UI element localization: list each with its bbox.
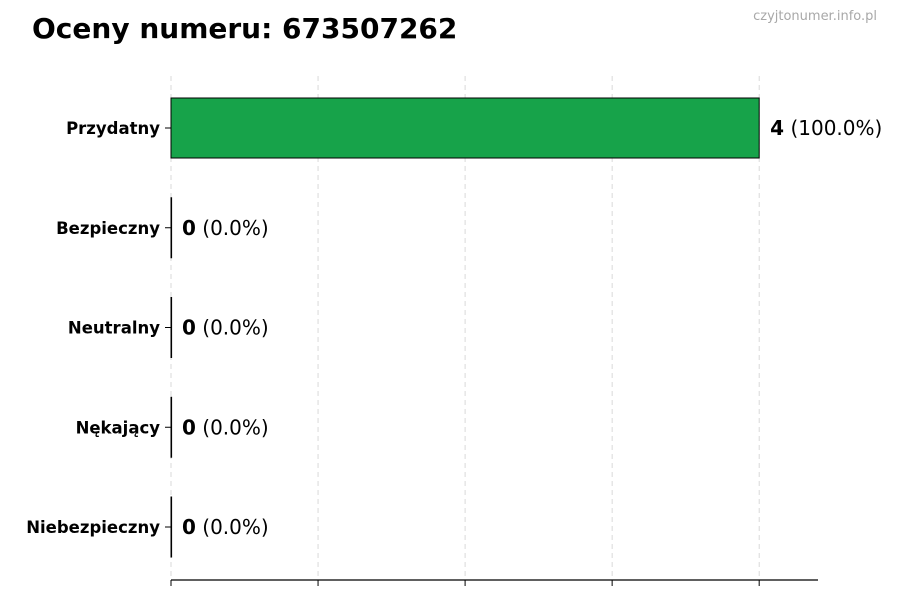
percent: (0.0%)	[196, 515, 269, 539]
bar-nękający	[170, 396, 173, 458]
value: 4	[770, 116, 784, 140]
category-label: Nękający	[76, 418, 161, 437]
percent: (0.0%)	[196, 316, 269, 340]
watermark: czyjtonumer.info.pl	[753, 9, 877, 24]
category-label: Przydatny	[66, 119, 160, 138]
category-label: Neutralny	[68, 319, 160, 338]
value: 0	[182, 216, 196, 240]
data-label: 0 (0.0%)	[182, 515, 269, 539]
category-label: Niebezpieczny	[26, 518, 160, 537]
data-label: 0 (0.0%)	[182, 216, 269, 240]
bar-niebezpieczny	[170, 496, 173, 558]
chart-title: Oceny numeru: 673507262	[32, 12, 458, 45]
value: 0	[182, 316, 196, 340]
value: 0	[182, 515, 196, 539]
bar-przydatny	[170, 97, 760, 159]
value: 0	[182, 415, 196, 439]
bar-bezpieczny	[170, 197, 173, 259]
category-label: Bezpieczny	[56, 219, 160, 238]
percent: (0.0%)	[196, 415, 269, 439]
data-label: 4 (100.0%)	[770, 116, 882, 140]
percent: (100.0%)	[784, 116, 882, 140]
percent: (0.0%)	[196, 216, 269, 240]
data-label: 0 (0.0%)	[182, 415, 269, 439]
bar-neutralny	[170, 297, 173, 358]
data-label: 0 (0.0%)	[182, 316, 269, 340]
